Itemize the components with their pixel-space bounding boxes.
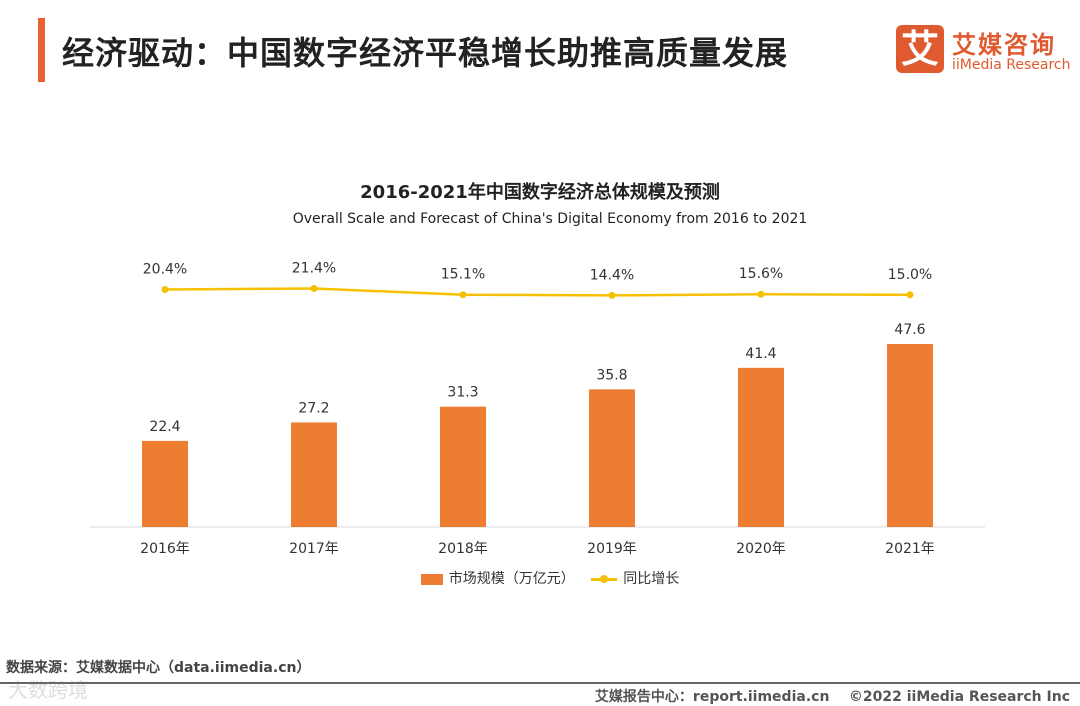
legend-bar-swatch [420,573,443,585]
chart-subtitle: Overall Scale and Forecast of China's Di… [292,211,808,227]
growth-point [310,285,318,293]
growth-label: 15.6% [739,266,783,282]
watermark: 大数跨境 [8,678,88,702]
bar [589,389,635,527]
growth-label: 21.4% [292,261,336,277]
bar [440,406,486,527]
growth-label: 20.4% [143,262,187,278]
title-accent-bar [38,18,45,82]
footer-divider [0,682,1080,684]
footer-text: 艾媒报告中心：report.iimedia.cn ©2022 iiMedia R… [595,686,1070,706]
bar-label: 35.8 [596,367,627,383]
x-tick-label: 2019年 [587,541,637,557]
logo-en: iiMedia Research [952,57,1071,73]
legend-line-swatch [591,574,618,583]
bar-label: 47.6 [894,322,925,338]
bar-label: 31.3 [447,385,478,401]
growth-line [164,287,911,297]
growth-point [161,286,169,294]
bar-label: 41.4 [745,346,776,362]
growth-point [757,290,765,298]
x-tick-label: 2017年 [289,541,339,557]
bar [887,344,933,527]
bar-label: 22.4 [149,419,180,435]
logo-icon: 艾 [896,25,944,73]
x-tick-label: 2020年 [736,541,786,557]
growth-label: 15.1% [441,267,485,283]
x-tick-label: 2016年 [140,541,190,557]
report-link[interactable]: 艾媒报告中心：report.iimedia.cn [594,689,830,705]
legend-line-label: 同比增长 [623,571,680,587]
x-tick-label: 2018年 [438,541,488,557]
bar [142,440,188,527]
growth-point [608,291,616,299]
copyright: ©2022 iiMedia Research Inc [848,689,1070,705]
x-tick-label: 2021年 [885,541,935,557]
legend: 市场规模（万亿元） 同比增长 [0,568,1080,588]
bar-label: 27.2 [298,400,329,416]
growth-label: 14.4% [590,267,634,283]
growth-point [459,291,467,299]
bar [738,367,784,527]
growth-label: 15.0% [888,267,932,283]
growth-point [906,291,914,299]
chart-title: 2016-2021年中国数字经济总体规模及预测 [360,182,720,203]
logo-cn: 艾媒咨询 [952,31,1056,59]
bar [291,422,337,527]
page-title: 经济驱动：中国数字经济平稳增长助推高质量发展 [62,34,789,72]
legend-bar-label: 市场规模（万亿元） [448,571,575,587]
data-source: 数据来源：艾媒数据中心（data.iimedia.cn） [6,660,311,676]
